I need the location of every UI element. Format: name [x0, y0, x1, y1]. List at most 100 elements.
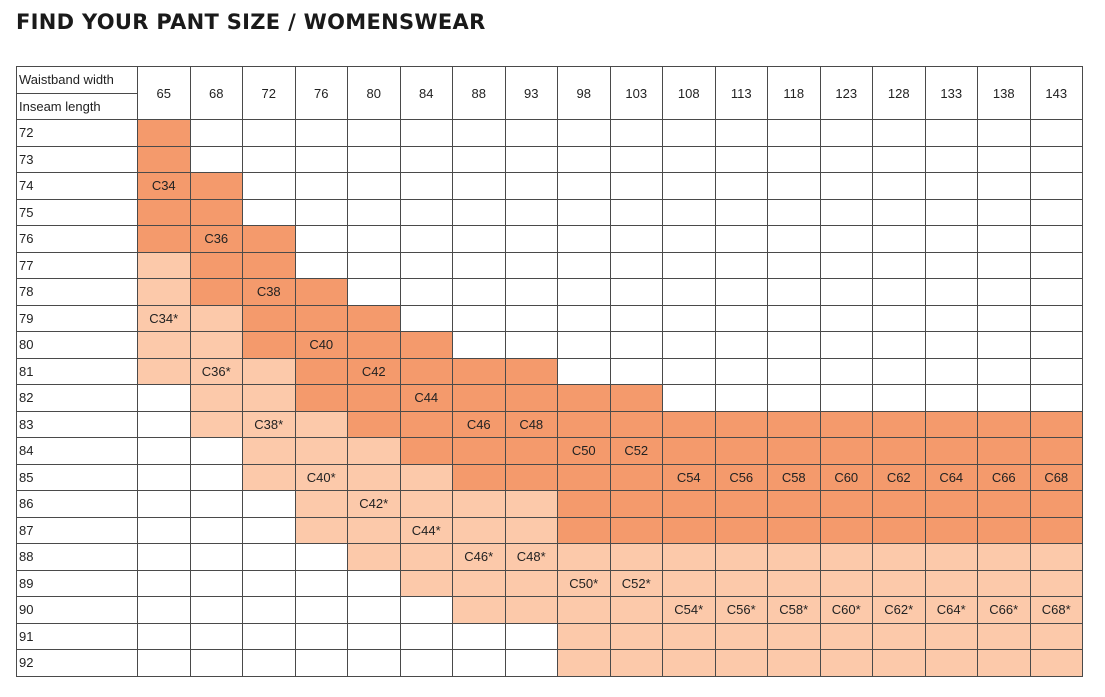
size-cell [399, 622, 453, 650]
size-cell [609, 357, 663, 385]
size-cell [294, 357, 348, 385]
size-cell [924, 172, 978, 200]
size-cell [924, 145, 978, 173]
size-cell [347, 145, 401, 173]
size-cell [504, 596, 558, 624]
size-cell [504, 622, 558, 650]
size-label-cell: C66* [977, 596, 1031, 624]
size-cell [767, 145, 821, 173]
size-cell [977, 278, 1031, 306]
waistband-header-84: 84 [399, 66, 453, 120]
size-cell [242, 622, 296, 650]
size-cell [504, 331, 558, 359]
size-cell [609, 278, 663, 306]
size-cell [399, 172, 453, 200]
size-cell [242, 331, 296, 359]
size-cell [609, 516, 663, 544]
size-cell [819, 543, 873, 571]
size-cell [714, 410, 768, 438]
size-cell [399, 278, 453, 306]
size-cell [504, 119, 558, 147]
size-cell [609, 384, 663, 412]
size-cell [189, 490, 243, 518]
size-cell [294, 225, 348, 253]
size-label-cell: C34* [137, 304, 191, 332]
size-cell [452, 251, 506, 279]
size-cell [819, 410, 873, 438]
size-cell [452, 278, 506, 306]
inseam-label-85: 85 [16, 463, 138, 491]
size-cell [767, 278, 821, 306]
size-cell [137, 357, 191, 385]
size-cell [609, 543, 663, 571]
size-cell [347, 543, 401, 571]
size-cell [557, 251, 611, 279]
waistband-header-138: 138 [977, 66, 1031, 120]
size-cell [189, 543, 243, 571]
inseam-row-72: 72 [16, 119, 1083, 147]
inseam-row-83: 83 C38* C46 C48 [16, 410, 1083, 438]
size-cell [399, 331, 453, 359]
size-cell [399, 145, 453, 173]
waistband-width-label: Waistband width [17, 68, 137, 94]
size-cell [347, 516, 401, 544]
size-cell [977, 649, 1031, 677]
size-cell [504, 516, 558, 544]
size-cell [557, 463, 611, 491]
size-cell [977, 384, 1031, 412]
waistband-header-80: 80 [347, 66, 401, 120]
size-cell [714, 145, 768, 173]
size-cell [137, 331, 191, 359]
size-cell [452, 198, 506, 226]
size-label-cell: C50 [557, 437, 611, 465]
size-cell [872, 225, 926, 253]
page-title: FIND YOUR PANT SIZE / WOMENSWEAR [16, 10, 486, 34]
size-label-cell: C38* [242, 410, 296, 438]
size-cell [242, 304, 296, 332]
size-cell [767, 119, 821, 147]
size-cell [347, 278, 401, 306]
size-cell [977, 331, 1031, 359]
size-cell [294, 649, 348, 677]
size-cell [294, 410, 348, 438]
size-cell [609, 225, 663, 253]
size-label-cell: C48 [504, 410, 558, 438]
size-cell [294, 304, 348, 332]
size-cell [767, 437, 821, 465]
size-cell [452, 516, 506, 544]
size-cell [242, 437, 296, 465]
inseam-label-91: 91 [16, 622, 138, 650]
size-cell [399, 251, 453, 279]
inseam-label-73: 73 [16, 145, 138, 173]
size-cell [137, 490, 191, 518]
size-cell [714, 622, 768, 650]
waistband-header-76: 76 [294, 66, 348, 120]
waistband-header-128: 128 [872, 66, 926, 120]
size-cell [137, 437, 191, 465]
size-cell [242, 516, 296, 544]
size-chart-table: Waistband width Inseam length 65 68 72 76 80… [16, 66, 1083, 677]
inseam-row-82: 82 C44 [16, 384, 1083, 412]
size-cell [1029, 516, 1083, 544]
size-cell [924, 490, 978, 518]
size-cell [1029, 304, 1083, 332]
size-cell [347, 410, 401, 438]
size-cell [662, 331, 716, 359]
size-cell [767, 569, 821, 597]
size-cell [767, 543, 821, 571]
size-cell [294, 278, 348, 306]
size-cell [819, 490, 873, 518]
size-cell [452, 225, 506, 253]
size-cell [819, 225, 873, 253]
inseam-label-78: 78 [16, 278, 138, 306]
size-cell [189, 278, 243, 306]
size-cell [714, 437, 768, 465]
size-cell [714, 569, 768, 597]
size-cell [1029, 225, 1083, 253]
size-cell [399, 463, 453, 491]
size-cell [294, 490, 348, 518]
size-cell [662, 357, 716, 385]
size-cell [662, 384, 716, 412]
size-cell [609, 119, 663, 147]
inseam-label-88: 88 [16, 543, 138, 571]
